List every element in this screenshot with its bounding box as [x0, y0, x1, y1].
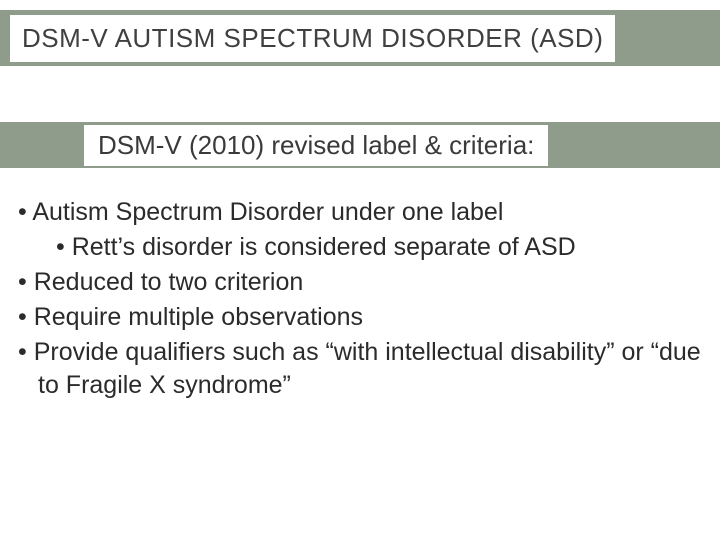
list-item: Autism Spectrum Disorder under one label: [14, 196, 706, 229]
slide: DSM-V AUTISM SPECTRUM DISORDER (ASD) DSM…: [0, 0, 720, 540]
list-item: Rett’s disorder is considered separate o…: [14, 231, 706, 264]
list-item: Require multiple observations: [14, 301, 706, 334]
content-area: Autism Spectrum Disorder under one label…: [14, 196, 706, 404]
list-item: Reduced to two criterion: [14, 266, 706, 299]
slide-title: DSM-V AUTISM SPECTRUM DISORDER (ASD): [10, 15, 615, 62]
list-item: Provide qualifiers such as “with intelle…: [14, 336, 706, 402]
slide-subheader: DSM-V (2010) revised label & criteria:: [84, 125, 548, 166]
bullet-list: Autism Spectrum Disorder under one label…: [14, 196, 706, 402]
subheader-bar: DSM-V (2010) revised label & criteria:: [0, 122, 720, 168]
title-bar: DSM-V AUTISM SPECTRUM DISORDER (ASD): [0, 10, 720, 66]
